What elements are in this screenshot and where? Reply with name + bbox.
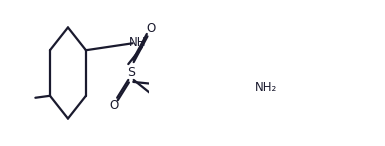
- Text: O: O: [109, 99, 119, 112]
- Text: O: O: [146, 22, 155, 35]
- Text: S: S: [127, 66, 136, 79]
- Text: NH₂: NH₂: [254, 81, 277, 94]
- Text: NH: NH: [128, 36, 146, 49]
